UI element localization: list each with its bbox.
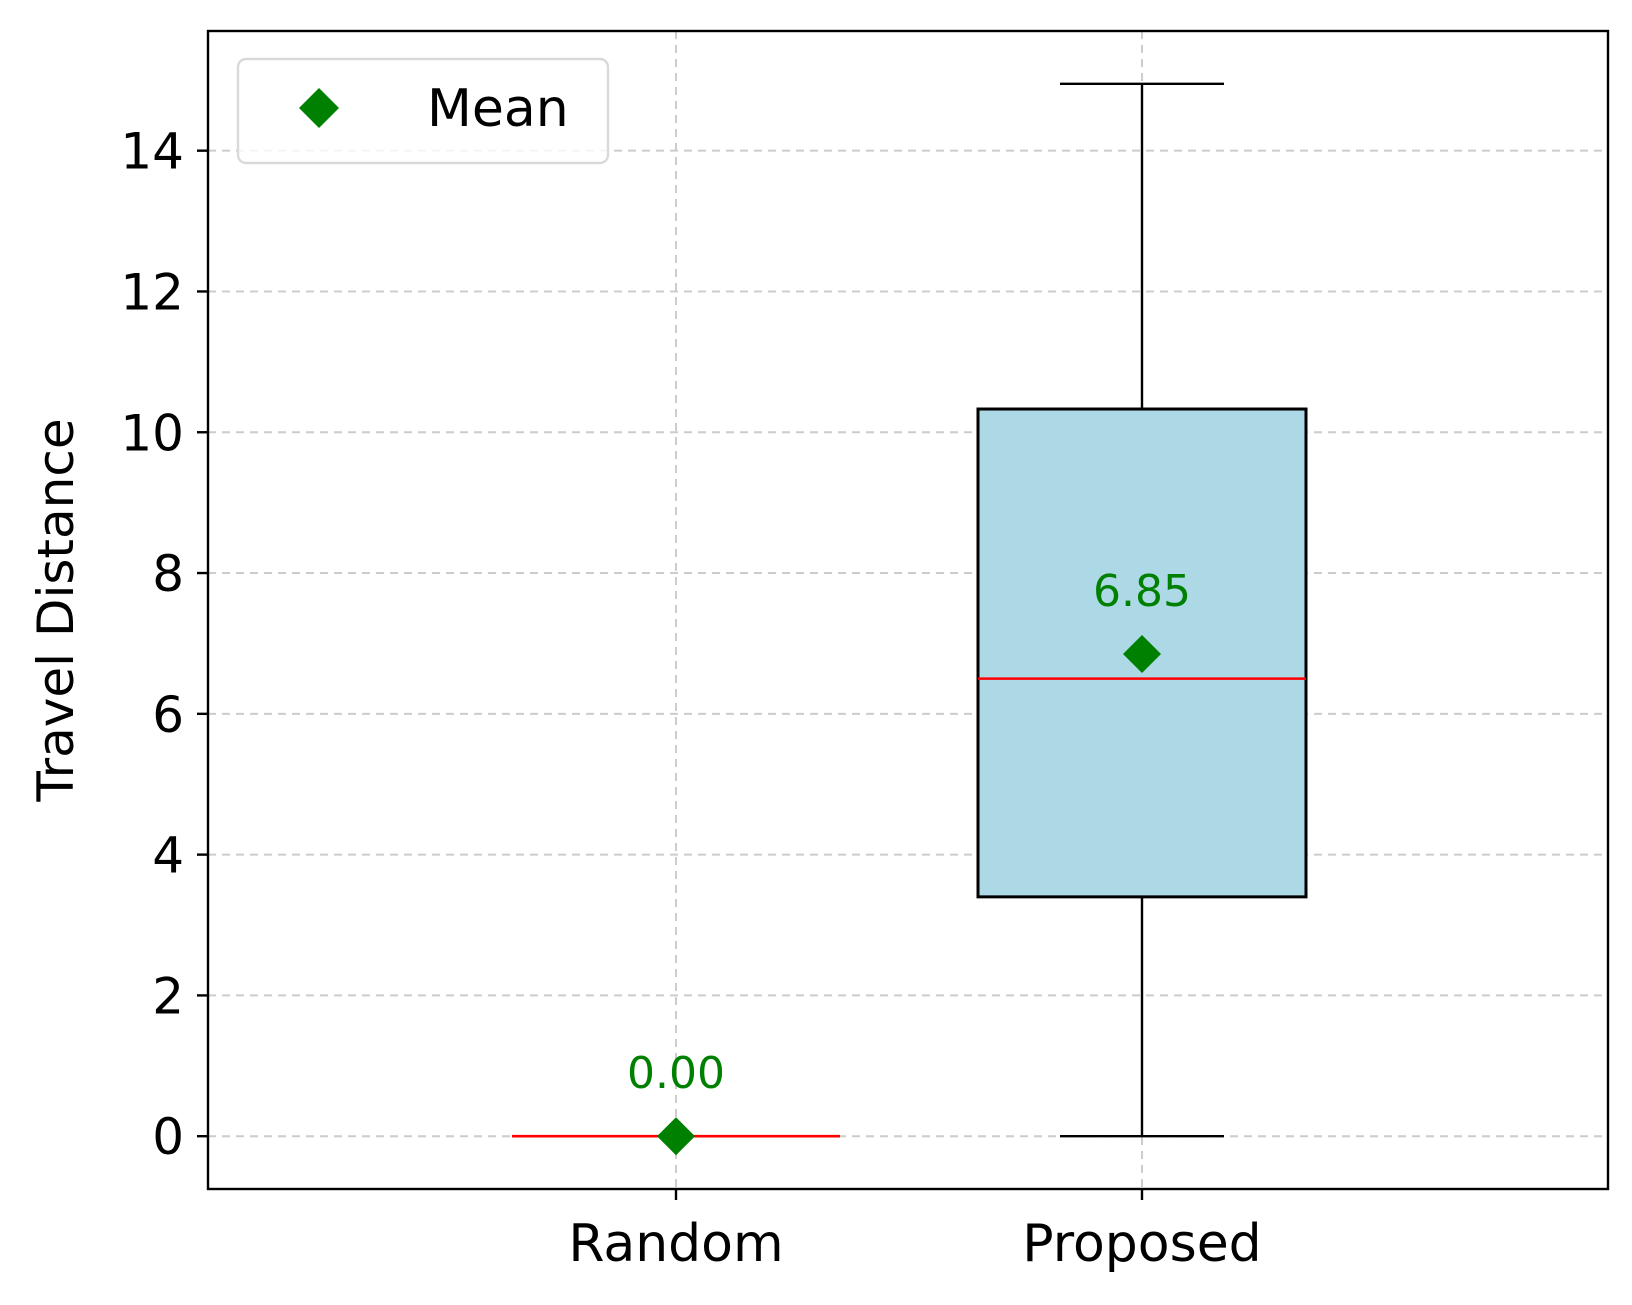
y-tick-label: 14 (120, 123, 184, 181)
y-tick-label: 2 (152, 967, 184, 1025)
legend: Mean (236, 57, 610, 165)
y-tick-label: 4 (152, 827, 184, 885)
grid-layer (208, 31, 1608, 1189)
y-tick-label: 12 (120, 263, 184, 321)
x-tick-label: Proposed (1022, 1214, 1261, 1274)
box-group: 6.85 (976, 82, 1308, 1138)
box-group: 0.00 (512, 1048, 840, 1156)
mean-marker (657, 1117, 695, 1156)
legend-mean-label: Mean (427, 79, 569, 139)
y-axis-label: Travel Distance (27, 418, 85, 802)
legend-mean-marker-icon (299, 88, 339, 128)
box-layer: 0.00 6.85 (512, 82, 1308, 1156)
tick-layer: 0 2 4 6 8 10 12 14 Random Proposed (120, 123, 1261, 1274)
x-tick-label: Random (568, 1214, 783, 1274)
y-tick-label: 0 (152, 1108, 184, 1166)
plot-frame (206, 29, 1610, 1191)
y-tick-label: 10 (120, 404, 184, 462)
mean-marker (1123, 634, 1161, 673)
axis-layer (206, 29, 1610, 1191)
y-tick-label: 8 (152, 545, 184, 603)
legend-frame (236, 57, 610, 165)
y-tick-label: 6 (152, 686, 184, 744)
mean-value-label: 0.00 (627, 1048, 725, 1099)
mean-value-label: 6.85 (1093, 566, 1191, 617)
